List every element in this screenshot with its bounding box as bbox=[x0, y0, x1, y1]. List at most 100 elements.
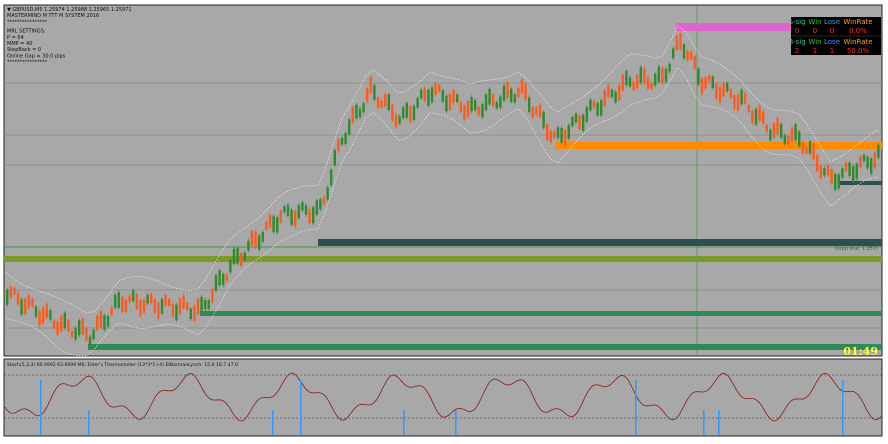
candle bbox=[459, 102, 462, 113]
candle bbox=[722, 83, 725, 97]
info-line: ▼ GBPUSD,M5 1.25974 1.25988 1.25965 1.25… bbox=[7, 7, 132, 13]
candle bbox=[106, 316, 110, 327]
candle bbox=[196, 298, 200, 315]
stats-table bbox=[791, 17, 881, 55]
zone-bar bbox=[88, 344, 882, 350]
table-cell: WinRate bbox=[843, 18, 872, 26]
candle bbox=[128, 295, 131, 303]
candle bbox=[142, 299, 146, 313]
candle bbox=[837, 174, 840, 189]
info-panel: ▼ GBPUSD,M5 1.25974 1.25988 1.25965 1.25… bbox=[7, 7, 132, 66]
candle bbox=[585, 106, 588, 122]
candle bbox=[672, 48, 675, 59]
table-cell: Win bbox=[808, 38, 821, 46]
levels bbox=[4, 5, 882, 356]
candle bbox=[45, 303, 48, 318]
candle bbox=[772, 123, 776, 139]
candle bbox=[434, 83, 437, 95]
candle bbox=[600, 99, 603, 116]
candle bbox=[664, 68, 668, 82]
histogram-bar bbox=[40, 380, 42, 435]
candle bbox=[340, 137, 344, 145]
candle bbox=[373, 84, 376, 100]
candle bbox=[499, 96, 502, 108]
candle bbox=[229, 260, 232, 273]
candle bbox=[751, 110, 754, 124]
candle bbox=[322, 196, 326, 205]
candle bbox=[13, 287, 16, 295]
candle bbox=[52, 320, 56, 329]
candle bbox=[304, 205, 308, 215]
candle bbox=[114, 294, 117, 308]
candle bbox=[456, 94, 459, 103]
candle bbox=[632, 81, 635, 91]
info-line: MASTERMIND M TTT M SYSTEM 2016 bbox=[7, 13, 99, 19]
candle bbox=[247, 240, 250, 251]
candle bbox=[675, 35, 678, 51]
candle bbox=[844, 162, 848, 171]
candle bbox=[312, 207, 315, 224]
candle bbox=[474, 100, 477, 111]
candle bbox=[9, 286, 12, 298]
candle bbox=[726, 82, 729, 92]
candle bbox=[49, 310, 52, 320]
table-cell: Lose bbox=[824, 18, 840, 26]
candle bbox=[384, 93, 387, 107]
table-cell: 0 bbox=[813, 27, 817, 35]
candle bbox=[121, 296, 124, 313]
candle bbox=[204, 299, 207, 310]
candle bbox=[348, 119, 351, 135]
table-cell: WinRate bbox=[843, 38, 872, 46]
candle bbox=[780, 123, 783, 138]
table-cell: 1 bbox=[813, 47, 817, 55]
candle bbox=[236, 247, 239, 264]
candle bbox=[358, 108, 362, 118]
candle bbox=[682, 44, 686, 59]
candle bbox=[560, 127, 563, 143]
candle bbox=[286, 204, 290, 217]
candle bbox=[157, 302, 160, 319]
stoch-line bbox=[4, 372, 882, 422]
candle bbox=[416, 98, 419, 108]
info-line: StepBack = 0 bbox=[7, 47, 41, 53]
candle bbox=[67, 320, 70, 332]
candle bbox=[171, 303, 174, 317]
candle bbox=[74, 328, 77, 340]
candle bbox=[445, 95, 448, 112]
candle bbox=[625, 71, 628, 86]
candle bbox=[243, 252, 246, 261]
candle bbox=[308, 209, 311, 224]
candle bbox=[571, 117, 574, 126]
step-label: (step line: 1.257) bbox=[835, 246, 878, 252]
candle bbox=[31, 298, 34, 307]
candle bbox=[589, 99, 592, 111]
candle bbox=[733, 94, 736, 109]
candle bbox=[344, 133, 347, 145]
candle bbox=[63, 312, 66, 328]
candle bbox=[812, 143, 815, 160]
candle bbox=[135, 293, 138, 309]
candle bbox=[301, 202, 304, 211]
candle bbox=[805, 146, 808, 154]
candle bbox=[92, 329, 95, 340]
candle bbox=[38, 310, 41, 326]
table-cell: Lose bbox=[824, 38, 840, 46]
candle bbox=[70, 330, 74, 337]
candle bbox=[283, 206, 286, 213]
candle bbox=[769, 129, 772, 141]
candle bbox=[315, 200, 318, 215]
candle bbox=[189, 308, 192, 320]
candle bbox=[366, 87, 369, 102]
candle bbox=[182, 295, 185, 309]
candle bbox=[405, 103, 408, 118]
candle bbox=[686, 50, 689, 61]
candle bbox=[110, 307, 113, 315]
zone-bar bbox=[4, 256, 882, 262]
candle bbox=[848, 162, 851, 176]
candle bbox=[762, 111, 765, 124]
candle bbox=[852, 166, 855, 183]
candle bbox=[362, 103, 365, 113]
candle bbox=[567, 125, 570, 139]
candle bbox=[603, 90, 606, 106]
